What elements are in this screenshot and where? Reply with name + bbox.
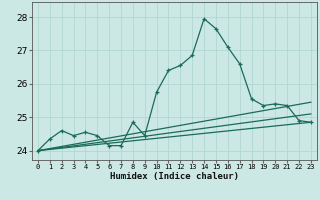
X-axis label: Humidex (Indice chaleur): Humidex (Indice chaleur) bbox=[110, 172, 239, 181]
